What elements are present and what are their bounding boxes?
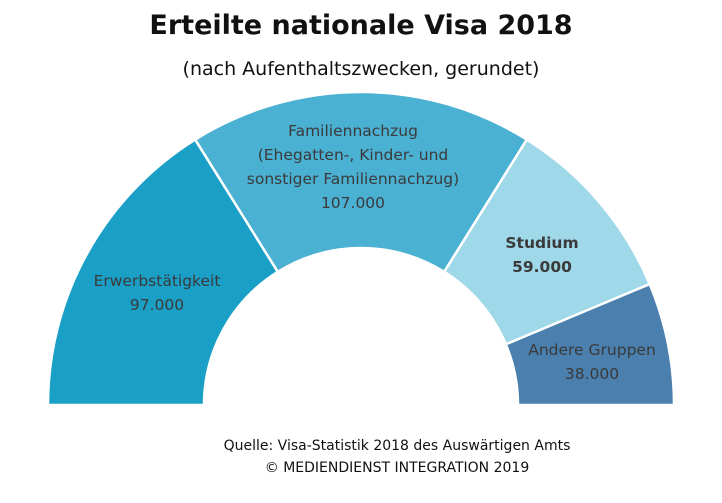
slice-andere-gruppen bbox=[504, 282, 676, 407]
category-label: Studium bbox=[505, 234, 579, 252]
chart-subtitle: (nach Aufenthaltszwecken, gerundet) bbox=[182, 58, 540, 80]
category-label: Andere Gruppen bbox=[528, 341, 656, 359]
copyright-text: © MEDIENDIENST INTEGRATION 2019 bbox=[264, 460, 530, 476]
category-label: Erwerbstätigkeit bbox=[93, 272, 221, 290]
slice-erwerbstaetigkeit bbox=[46, 137, 280, 407]
label-andere-gruppen: Andere Gruppen 38.000 bbox=[528, 338, 656, 386]
slice-familiennachzug bbox=[193, 90, 529, 274]
value-label: 107.000 bbox=[320, 194, 386, 212]
value-label: 97.000 bbox=[129, 296, 185, 314]
value-label: 59.000 bbox=[512, 258, 572, 276]
category-label: Familiennachzug bbox=[288, 122, 418, 140]
value-label: 38.000 bbox=[564, 365, 620, 383]
label-familiennachzug: Familiennachzug (Ehegatten-, Kinder- und… bbox=[247, 119, 459, 215]
category-label-line3: sonstiger Familiennachzug) bbox=[246, 170, 460, 188]
label-erwerbstaetigkeit: Erwerbstätigkeit 97.000 bbox=[94, 269, 221, 317]
chart-title: Erteilte nationale Visa 2018 bbox=[149, 10, 573, 41]
category-label-line2: (Ehegatten-, Kinder- und bbox=[257, 146, 449, 164]
source-text: Quelle: Visa-Statistik 2018 des Auswärti… bbox=[223, 438, 571, 454]
label-studium: Studium 59.000 bbox=[505, 231, 578, 279]
